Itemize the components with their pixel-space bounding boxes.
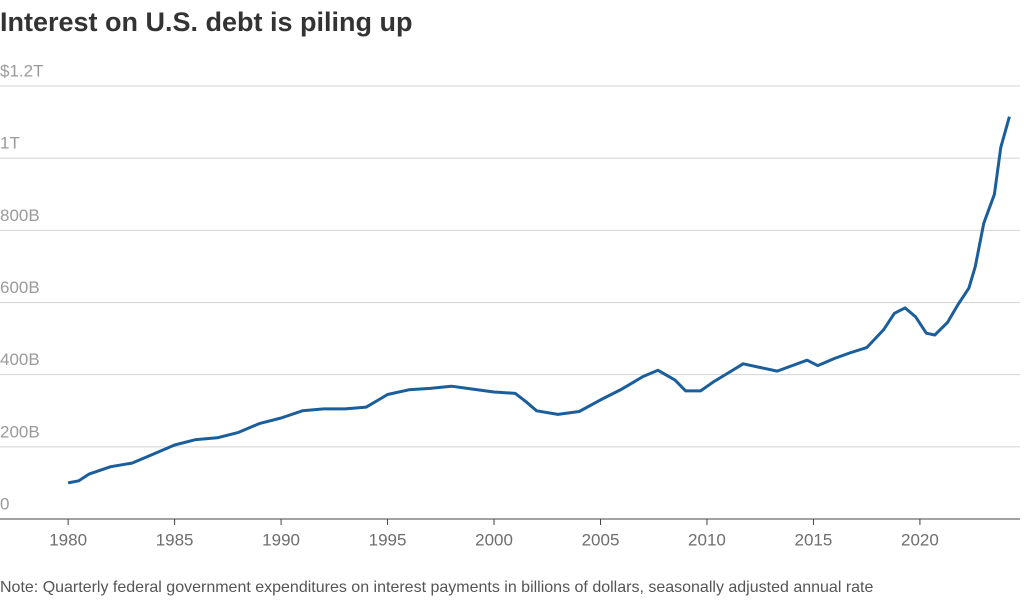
x-tick-label: 1990 [262, 530, 300, 549]
x-tick-label: 2020 [901, 530, 939, 549]
x-tick-label: 2010 [688, 530, 726, 549]
x-tick-label: 2005 [582, 530, 620, 549]
x-tick-label: 1985 [156, 530, 194, 549]
y-tick-label: 600B [0, 278, 40, 297]
x-tick-label: 1980 [49, 530, 87, 549]
x-tick-label: 2000 [475, 530, 513, 549]
data-line [67, 116, 1011, 485]
y-tick-label: $1.2T [0, 61, 43, 80]
y-tick-label: 400B [0, 350, 40, 369]
chart-title: Interest on U.S. debt is piling up [0, 7, 413, 37]
y-tick-label: 1T [0, 134, 20, 153]
x-tick-label: 1995 [369, 530, 407, 549]
y-tick-label: 200B [0, 422, 40, 441]
x-tick-label: 2015 [795, 530, 833, 549]
y-tick-label: 800B [0, 206, 40, 225]
y-tick-label: 0 [0, 494, 9, 513]
chart-note: Note: Quarterly federal government expen… [0, 579, 873, 596]
